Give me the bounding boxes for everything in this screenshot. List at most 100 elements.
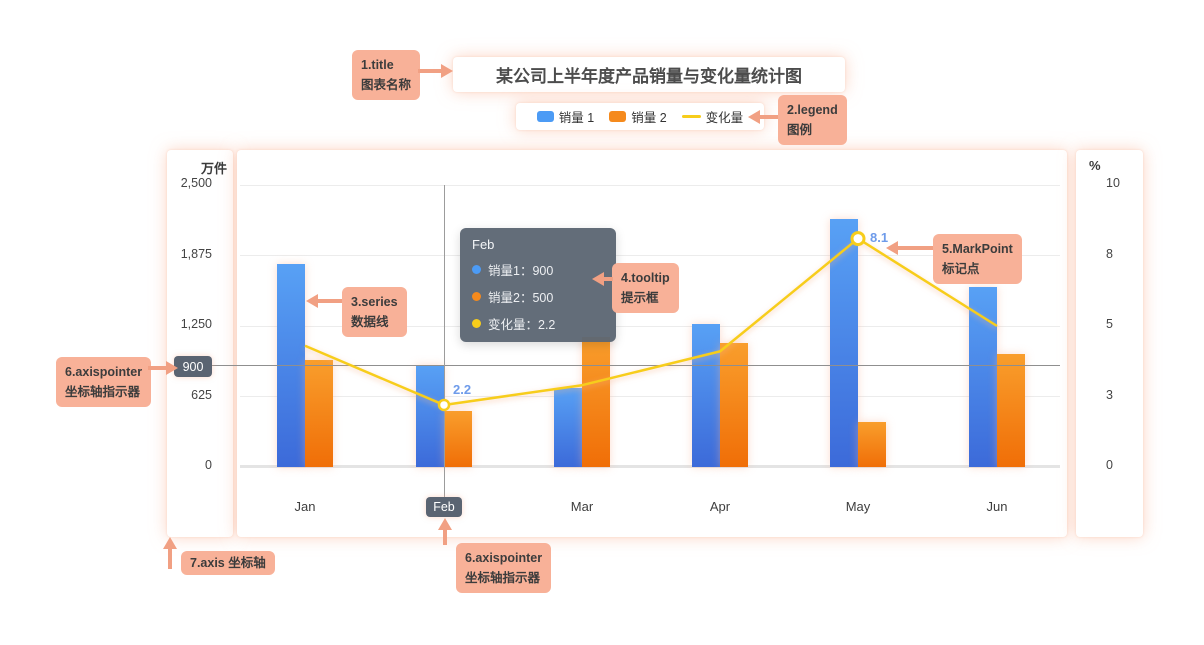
callout-tooltip-arrow-shaft: [604, 277, 613, 281]
callout-axispointer-bottom-arrow-shaft: [443, 529, 447, 545]
y-axis-left-tick: 1,250: [180, 317, 212, 331]
callout-axispointer-bottom-line1: 6.axispointer: [465, 551, 543, 565]
legend-swatch-changerate-icon: [681, 115, 701, 118]
callout-axispointer-bottom-arrow-icon: [438, 518, 452, 530]
bar-series2-apr: [720, 342, 748, 467]
callout-axispointer-bottom: 6.axispointer 坐标轴指示器: [456, 543, 552, 593]
bar-series2-feb: [444, 410, 472, 467]
axis-pointer-y-badge: 900: [174, 356, 212, 377]
callout-legend-arrow-shaft: [760, 115, 778, 119]
axis-pointer-x-badge: Feb: [426, 497, 462, 517]
bar-series1-mar: [554, 388, 582, 467]
callout-markpoint-line1: 5.MarkPoint: [942, 242, 1013, 256]
bar-series2-may: [858, 421, 886, 467]
highlighted-point-label: 2.2: [453, 381, 472, 397]
tooltip-text-sales1: 销量1：900: [488, 264, 554, 278]
bar-series2-mar: [582, 337, 610, 467]
y-axis-right-unit: %: [1089, 158, 1101, 173]
callout-series-line1: 3.series: [351, 295, 398, 309]
y-axis-left-tick: 625: [191, 387, 212, 402]
callout-axis-line1: 7.axis 坐标轴: [190, 556, 266, 570]
chart-legend: 销量 1 销量 2 变化量: [516, 103, 764, 130]
callout-title-arrow-shaft: [418, 69, 442, 73]
callout-tooltip-line2: 提示框: [621, 291, 659, 305]
y-axis-right-tick: 3: [1106, 387, 1113, 402]
chart-title: 某公司上半年度产品销量与变化量统计图: [496, 67, 802, 86]
callout-tooltip-arrow-icon: [592, 272, 604, 286]
callout-title: 1.title 图表名称: [352, 50, 421, 100]
x-axis-label-jun: Jun: [986, 499, 1008, 514]
x-axis-label-apr: Apr: [709, 499, 731, 514]
tooltip-dot-sales1-icon: [472, 265, 481, 274]
y-axis-left-tick: 2,500: [180, 176, 212, 190]
legend-item-sales2[interactable]: 销量 2: [609, 107, 667, 126]
tooltip-row-changerate: 变化量：2.2: [472, 314, 604, 333]
y-axis-left-tick: 1,875: [180, 246, 212, 261]
bar-series1-apr: [692, 323, 720, 467]
callout-markpoint-arrow-shaft: [898, 246, 933, 250]
x-axis-label-may: May: [845, 499, 871, 514]
bar-series1-may: [830, 218, 858, 467]
callout-axispointer-left-arrow-shaft: [148, 366, 166, 370]
x-axis-label-mar: Mar: [570, 499, 594, 514]
tooltip-row-sales1: 销量1：900: [472, 260, 604, 279]
legend-swatch-sales2-icon: [609, 111, 627, 122]
tooltip-text-sales2: 销量2：500: [488, 291, 554, 305]
tooltip-row-sales2: 销量2：500: [472, 287, 604, 306]
y-axis-right-tick: 10: [1106, 176, 1120, 190]
callout-markpoint-arrow-icon: [886, 241, 898, 255]
legend-label-sales1: 销量 1: [558, 111, 595, 125]
callout-axis: 7.axis 坐标轴: [181, 551, 275, 575]
legend-label-sales2: 销量 2: [631, 111, 667, 125]
y-axis-right-tick: 8: [1106, 246, 1113, 261]
callout-title-arrow-icon: [441, 64, 453, 78]
tooltip-text-changerate: 变化量：2.2: [488, 318, 556, 332]
bar-series2-jan: [305, 359, 333, 467]
y-axis-left-tick: 0: [205, 458, 212, 472]
bar-series2-jun: [997, 354, 1025, 467]
callout-axis-arrow-shaft: [168, 547, 172, 569]
y-axis-right-tick: 0: [1106, 458, 1113, 472]
callout-axis-arrow-icon: [163, 537, 177, 549]
callout-axispointer-left-line1: 6.axispointer: [65, 365, 143, 379]
tooltip-header: Feb: [472, 237, 495, 252]
callout-legend: 2.legend 图例: [778, 95, 847, 145]
bar-series1-jun: [969, 286, 997, 467]
callout-series-arrow-icon: [306, 294, 318, 308]
callout-series: 3.series 数据线: [342, 287, 407, 337]
callout-markpoint: 5.MarkPoint 标记点: [933, 234, 1022, 284]
legend-item-sales1[interactable]: 销量 1: [536, 107, 595, 126]
legend-item-changerate[interactable]: 变化量: [681, 107, 744, 126]
y-axis-left-unit: 万件: [200, 161, 227, 176]
axis-pointer-h-line: [212, 364, 1060, 367]
callout-legend-arrow-icon: [748, 110, 760, 124]
legend-swatch-sales1-icon: [536, 111, 554, 122]
x-axis-line: [240, 465, 1060, 468]
y-axis-right-tick: 5: [1106, 317, 1113, 331]
axis-pointer-v-line: [443, 185, 445, 497]
callout-legend-line1: 2.legend: [787, 103, 838, 117]
callout-title-line2: 图表名称: [361, 78, 412, 92]
callout-series-line2: 数据线: [351, 315, 389, 329]
chart-title-card: 某公司上半年度产品销量与变化量统计图: [453, 57, 845, 92]
callout-legend-line2: 图例: [787, 123, 813, 137]
callout-tooltip: 4.tooltip 提示框: [612, 263, 679, 313]
legend-label-changerate: 变化量: [705, 111, 744, 125]
callout-tooltip-line1: 4.tooltip: [621, 271, 670, 285]
callout-axispointer-left: 6.axispointer 坐标轴指示器: [56, 357, 152, 407]
gridline: [240, 396, 1060, 397]
callout-axispointer-left-arrow-icon: [166, 361, 178, 375]
y-axis-right-panel: [1076, 150, 1143, 537]
callout-series-arrow-shaft: [318, 299, 342, 303]
tooltip-dot-changerate-icon: [472, 319, 481, 328]
y-axis-left-panel: [167, 150, 233, 537]
callout-title-line1: 1.title: [361, 58, 394, 72]
tooltip-dot-sales2-icon: [472, 292, 481, 301]
gridline: [240, 184, 1060, 186]
x-axis-label-jan: Jan: [294, 499, 316, 514]
callout-axispointer-left-line2: 坐标轴指示器: [65, 385, 141, 399]
callout-axispointer-bottom-line2: 坐标轴指示器: [465, 571, 541, 585]
callout-markpoint-line2: 标记点: [942, 262, 980, 276]
bar-series1-feb: [416, 365, 444, 467]
